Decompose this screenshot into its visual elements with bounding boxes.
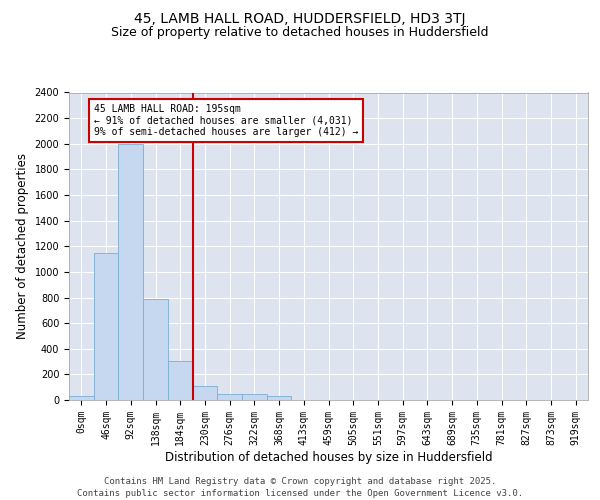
X-axis label: Distribution of detached houses by size in Huddersfield: Distribution of detached houses by size … [164,450,493,464]
Bar [94,252,118,400]
Text: Contains HM Land Registry data © Crown copyright and database right 2025.
Contai: Contains HM Land Registry data © Crown c… [77,476,523,498]
Bar [118,144,143,400]
Bar [168,361,193,400]
Bar [242,394,267,400]
Bar [143,299,168,400]
Text: 45, LAMB HALL ROAD, HUDDERSFIELD, HD3 3TJ: 45, LAMB HALL ROAD, HUDDERSFIELD, HD3 3T… [134,12,466,26]
Text: Size of property relative to detached houses in Huddersfield: Size of property relative to detached ho… [111,26,489,39]
Bar [69,396,94,400]
Text: 45 LAMB HALL ROAD: 195sqm
← 91% of detached houses are smaller (4,031)
9% of sem: 45 LAMB HALL ROAD: 195sqm ← 91% of detac… [94,104,358,137]
Bar [217,394,242,400]
Bar [267,396,292,400]
Bar [193,386,217,400]
Y-axis label: Number of detached properties: Number of detached properties [16,153,29,339]
